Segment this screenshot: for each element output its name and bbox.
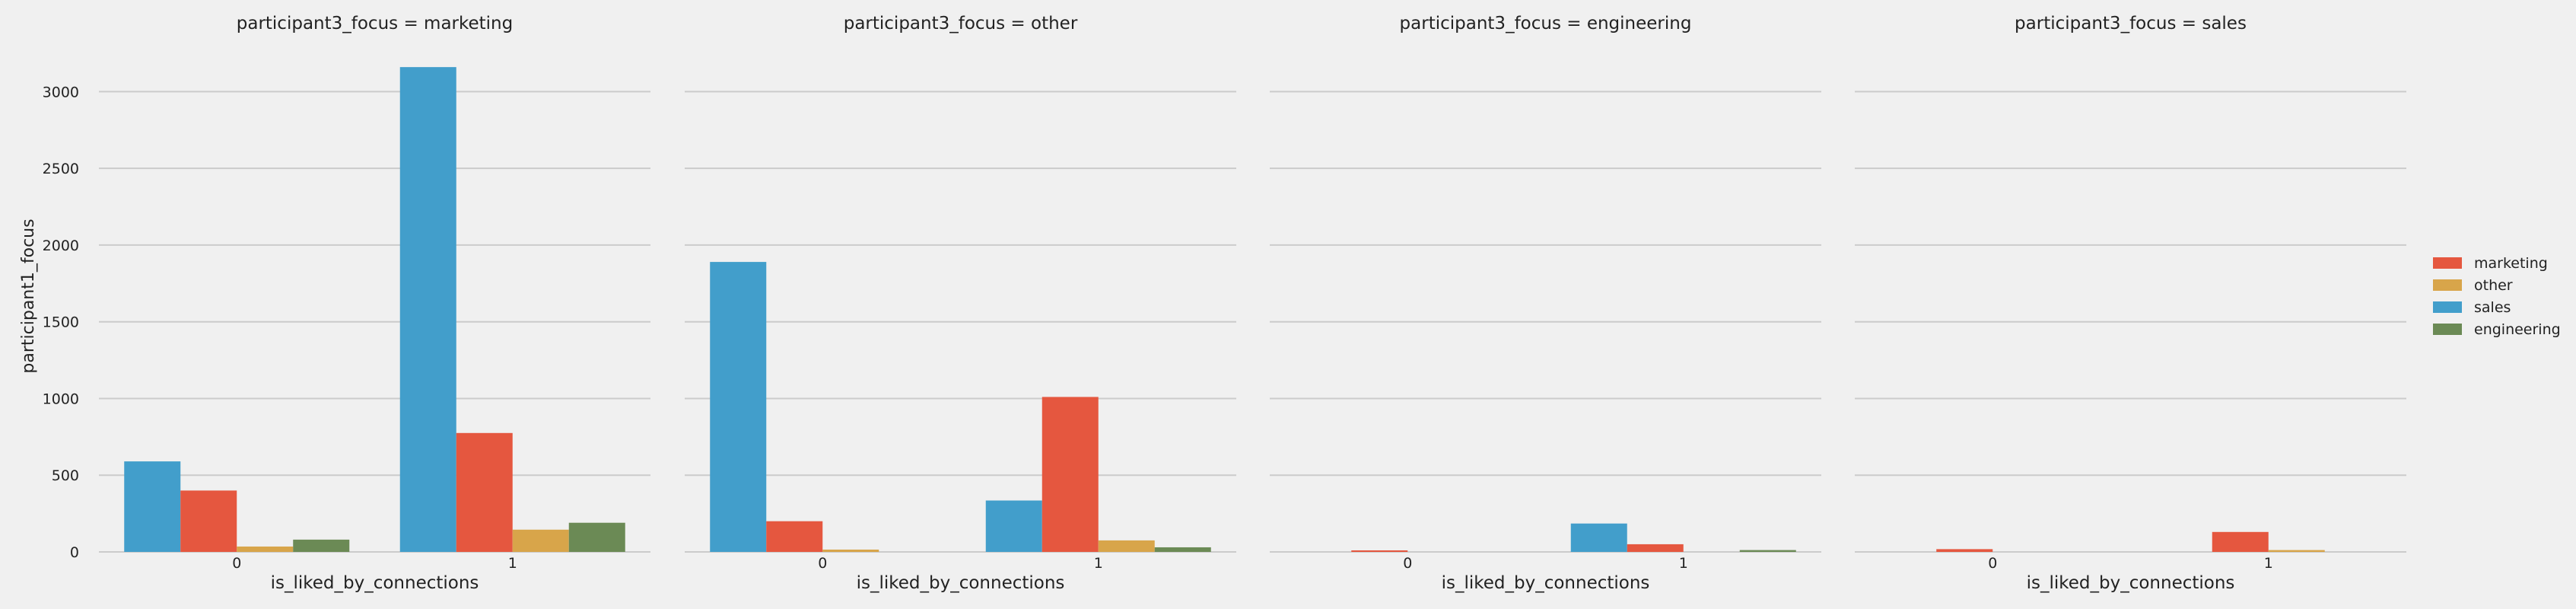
bar-other [512, 529, 569, 552]
facet-title: participant3_focus = sales [2015, 14, 2247, 33]
bar-other [822, 549, 879, 552]
bar-marketing [456, 432, 513, 552]
y-axis-label: participant1_focus [19, 218, 38, 373]
bar-other [2268, 550, 2325, 552]
x-tick-label: 0 [1403, 555, 1412, 572]
legend-item: engineering [2433, 321, 2561, 338]
y-tick-label: 500 [52, 467, 79, 484]
facet-title: participant3_focus = engineering [1400, 14, 1692, 33]
legend-item: sales [2433, 299, 2511, 316]
legend-label: sales [2474, 299, 2511, 316]
y-tick-label: 1000 [43, 391, 79, 407]
facet-panel: participant3_focus = other 0 1 is_liked_by_… [685, 14, 1236, 593]
y-tick-label: 0 [70, 544, 79, 561]
legend-swatch [2433, 301, 2462, 313]
x-tick-label: 1 [1679, 555, 1688, 572]
bar-marketing [1627, 544, 1684, 552]
legend-label: other [2474, 277, 2513, 294]
y-tick-label: 3000 [43, 84, 79, 100]
x-tick-label: 1 [1094, 555, 1103, 572]
x-tick-label: 0 [818, 555, 827, 572]
y-tick-label: 2000 [43, 238, 79, 254]
bar-sales [1570, 523, 1627, 552]
legend-swatch [2433, 324, 2462, 335]
bar-engineering [1154, 547, 1211, 552]
bar-sales [124, 461, 181, 552]
facet-panel: participant3_focus = sales 0 1 is_liked_by_… [1855, 14, 2406, 593]
bar-sales [985, 500, 1042, 552]
facet-panel: participant3_focus = engineering 0 1 is_lik… [1270, 14, 1821, 593]
x-tick-label: 0 [232, 555, 241, 572]
y-tick-label: 2500 [43, 161, 79, 177]
x-axis-label: is_liked_by_connections [857, 573, 1065, 593]
bar-marketing [766, 521, 823, 552]
legend-item: other [2433, 277, 2513, 294]
facet-title: participant3_focus = marketing [237, 14, 513, 33]
bar-other [1098, 540, 1155, 552]
x-tick-label: 1 [2264, 555, 2273, 572]
y-tick-label: 1500 [43, 314, 79, 331]
bar-sales [399, 67, 456, 553]
bar-sales [710, 262, 767, 552]
bar-marketing [2212, 531, 2269, 552]
x-axis-label: is_liked_by_connections [271, 573, 479, 593]
legend: marketing other sales engineering [2433, 255, 2561, 338]
facet-panels: 050010001500200025003000participant3_foc… [43, 14, 2406, 593]
legend-label: engineering [2474, 321, 2561, 338]
bar-engineering [568, 522, 625, 552]
x-tick-label: 1 [508, 555, 517, 572]
x-axis-label: is_liked_by_connections [2027, 573, 2235, 593]
bar-engineering [1739, 550, 1796, 552]
legend-swatch [2433, 257, 2462, 269]
facet-panel: 0 500 1000 1500 2000 2500 3000 participant3_foc… [43, 14, 650, 593]
bar-marketing [1042, 397, 1099, 552]
bar-marketing [1936, 549, 1993, 552]
legend-label: marketing [2474, 255, 2548, 272]
facet-title: participant3_focus = other [844, 14, 1078, 33]
bar-engineering [293, 539, 350, 552]
legend-swatch [2433, 279, 2462, 291]
bar-marketing [1351, 550, 1408, 552]
bar-marketing [180, 490, 237, 552]
x-tick-label: 0 [1988, 555, 1997, 572]
legend-item: marketing [2433, 255, 2548, 272]
bar-other [237, 546, 294, 552]
x-axis-label: is_liked_by_connections [1442, 573, 1650, 593]
